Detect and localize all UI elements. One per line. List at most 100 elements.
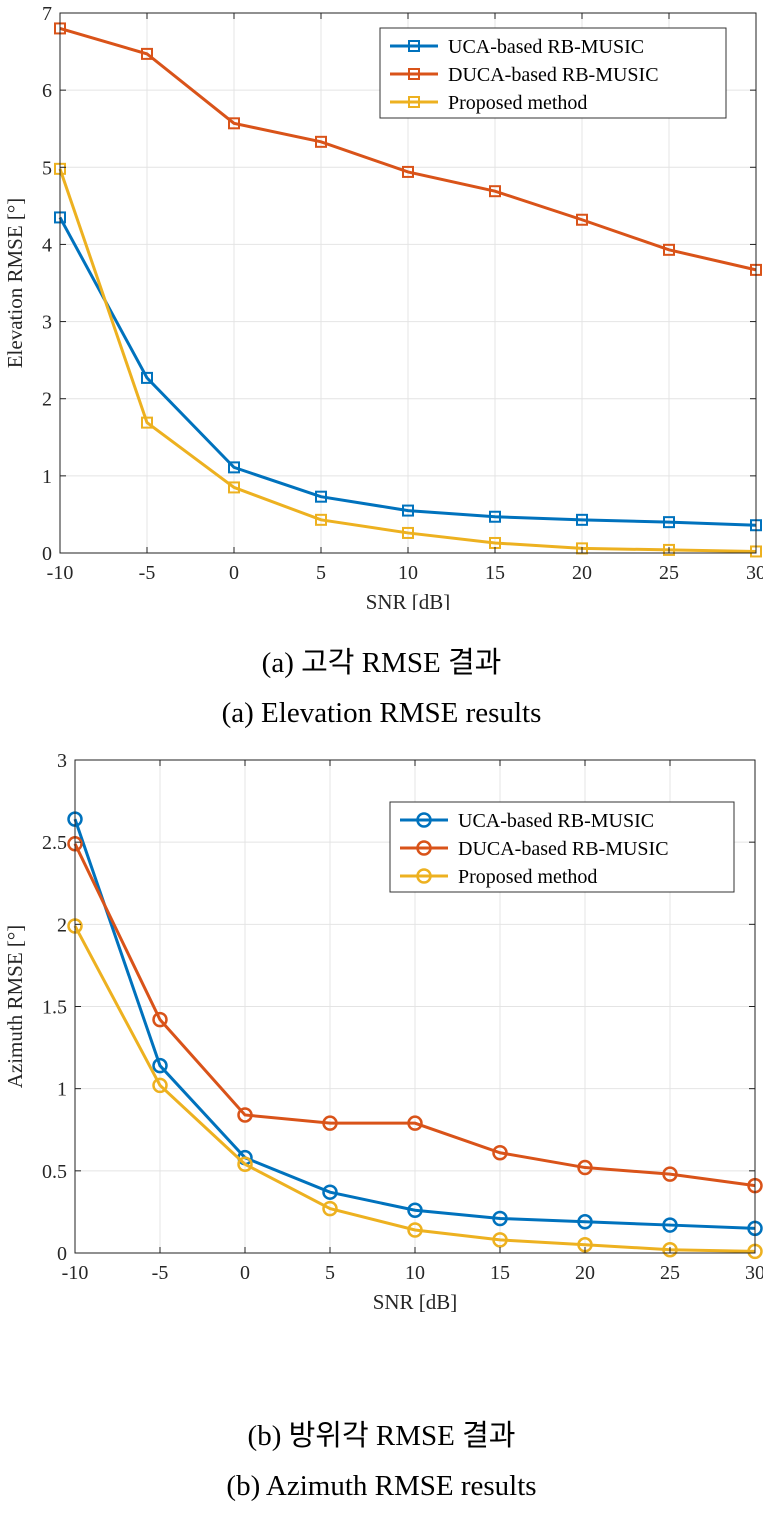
- data-point: [322, 1115, 338, 1131]
- data-point: [315, 490, 327, 503]
- data-point: [141, 47, 153, 60]
- legend-label: DUCA-based RB-MUSIC: [458, 838, 669, 860]
- legend-marker: [408, 96, 420, 108]
- data-point: [577, 1214, 593, 1230]
- legend-marker: [408, 68, 420, 80]
- data-point: [152, 1011, 168, 1028]
- y-tick-label: 0: [42, 543, 52, 565]
- azimuth-rmse-svg: -10 -5 0 5 10 15 20 25 30 0 0.5 1 1.5 2 2.5 3 SNR [dB] Az…: [3, 750, 763, 1314]
- data-point: [237, 1107, 253, 1123]
- caption-b-english: (b) Azimuth RMSE results: [226, 1470, 537, 1502]
- series-line: [73, 818, 756, 1230]
- x-axis-label: SNR [dB]: [366, 590, 451, 610]
- x-tick-label: 15: [490, 1262, 510, 1284]
- data-point: [141, 371, 153, 384]
- series-1: [54, 211, 762, 532]
- data-point: [489, 510, 501, 523]
- legend-label: DUCA-based RB-MUSIC: [448, 64, 659, 86]
- y-tick-label: 1.5: [42, 997, 67, 1019]
- x-tick-label: -10: [47, 562, 74, 584]
- x-tick-label: 0: [240, 1262, 250, 1284]
- x-tick-label: 30: [745, 1262, 763, 1284]
- series-line: [59, 26, 757, 272]
- data-point: [152, 1077, 168, 1094]
- x-tick-labels: -10 -5 0 5 10 15 20 25 30: [62, 1262, 763, 1284]
- series-line: [73, 925, 756, 1253]
- legend: UCA-based RB-MUSIC DUCA-based RB-MUSIC Pro…: [389, 801, 735, 893]
- y-tick-label: 3: [42, 312, 52, 334]
- series-line: [58, 168, 757, 553]
- data-point: [407, 1202, 423, 1219]
- data-point: [663, 543, 675, 556]
- legend-marker: [416, 868, 432, 884]
- legend-label: Proposed method: [458, 866, 597, 888]
- data-point: [322, 1184, 338, 1200]
- data-point: [489, 185, 501, 198]
- series-2: [54, 22, 762, 276]
- caption-b-korean: (b) 방위각 RMSE 결과: [247, 1420, 516, 1452]
- y-tick-label: 0: [57, 1243, 67, 1265]
- data-point: [492, 1232, 508, 1248]
- y-tick-labels: 0 1 2 3 4 5 6 7: [42, 3, 52, 565]
- x-tick-label: 5: [325, 1262, 335, 1284]
- x-tick-labels: -10 -5 0 5 10 15 20 25 30: [47, 562, 763, 584]
- y-axis-label: Azimuth RMSE [°]: [3, 925, 27, 1089]
- azimuth-rmse-chart: -10 -5 0 5 10 15 20 25 30 0 0.5 1 1.5 2 2.5 3 SNR [dB] Az…: [0, 750, 763, 1380]
- data-point: [662, 1217, 678, 1233]
- y-tick-label: 1: [57, 1079, 67, 1101]
- series-line: [73, 843, 756, 1188]
- data-point: [407, 1222, 423, 1238]
- data-point: [402, 165, 414, 178]
- data-point: [577, 1159, 593, 1176]
- x-tick-label: 15: [485, 562, 505, 584]
- legend-marker: [416, 812, 432, 828]
- data-point: [663, 516, 675, 529]
- x-tick-label: -10: [62, 1262, 89, 1284]
- x-tick-label: 10: [398, 562, 418, 584]
- y-tick-label: 3: [57, 750, 67, 772]
- y-tick-label: 6: [42, 80, 52, 102]
- caption-a-korean: (a) 고각 RMSE 결과: [261, 647, 502, 679]
- x-tick-label: 0: [229, 562, 239, 584]
- data-point: [237, 1156, 253, 1173]
- data-point: [576, 513, 588, 526]
- legend-marker: [416, 840, 432, 856]
- data-point: [315, 135, 327, 148]
- legend-label: Proposed method: [448, 92, 587, 114]
- legend-marker: [408, 40, 420, 52]
- legend-label: UCA-based RB-MUSIC: [448, 36, 644, 58]
- legend-label: UCA-based RB-MUSIC: [458, 810, 654, 832]
- x-tick-label: 30: [746, 562, 763, 584]
- data-point: [662, 1166, 678, 1182]
- y-tick-label: 0.5: [42, 1161, 67, 1183]
- data-point: [407, 1115, 423, 1131]
- y-tick-label: 7: [42, 3, 52, 25]
- x-tick-label: 20: [572, 562, 592, 584]
- legend: UCA-based RB-MUSIC DUCA-based RB-MUSIC Pro…: [379, 27, 727, 119]
- data-point: [141, 416, 153, 429]
- series-3: [67, 918, 763, 1260]
- y-tick-label: 5: [42, 157, 52, 179]
- y-tick-label: 4: [42, 234, 52, 256]
- data-point: [662, 1241, 678, 1258]
- x-tick-label: 25: [659, 562, 679, 584]
- elevation-rmse-chart: -10 -5 0 5 10 15 20 25 30 0 1 2 3 4 5 6 7 SNR [dB] Elevati…: [0, 0, 763, 610]
- y-tick-label: 1: [42, 466, 52, 488]
- data-point: [576, 213, 588, 226]
- series-line: [58, 216, 757, 527]
- data-point: [663, 243, 675, 256]
- x-tick-label: 10: [405, 1262, 425, 1284]
- x-tick-label: -5: [139, 562, 156, 584]
- data-point: [402, 526, 414, 539]
- elevation-rmse-svg: -10 -5 0 5 10 15 20 25 30 0 1 2 3 4 5 6 7 SNR [dB] Elevati…: [3, 3, 763, 610]
- data-point: [228, 117, 240, 130]
- data-point: [152, 1057, 168, 1074]
- x-tick-label: 5: [316, 562, 326, 584]
- data-point: [492, 1210, 508, 1227]
- y-tick-label: 2.5: [42, 832, 67, 854]
- data-point: [322, 1200, 338, 1217]
- x-tick-label: -5: [152, 1262, 169, 1284]
- data-point: [228, 461, 240, 474]
- data-point: [315, 513, 327, 526]
- data-point: [492, 1145, 508, 1161]
